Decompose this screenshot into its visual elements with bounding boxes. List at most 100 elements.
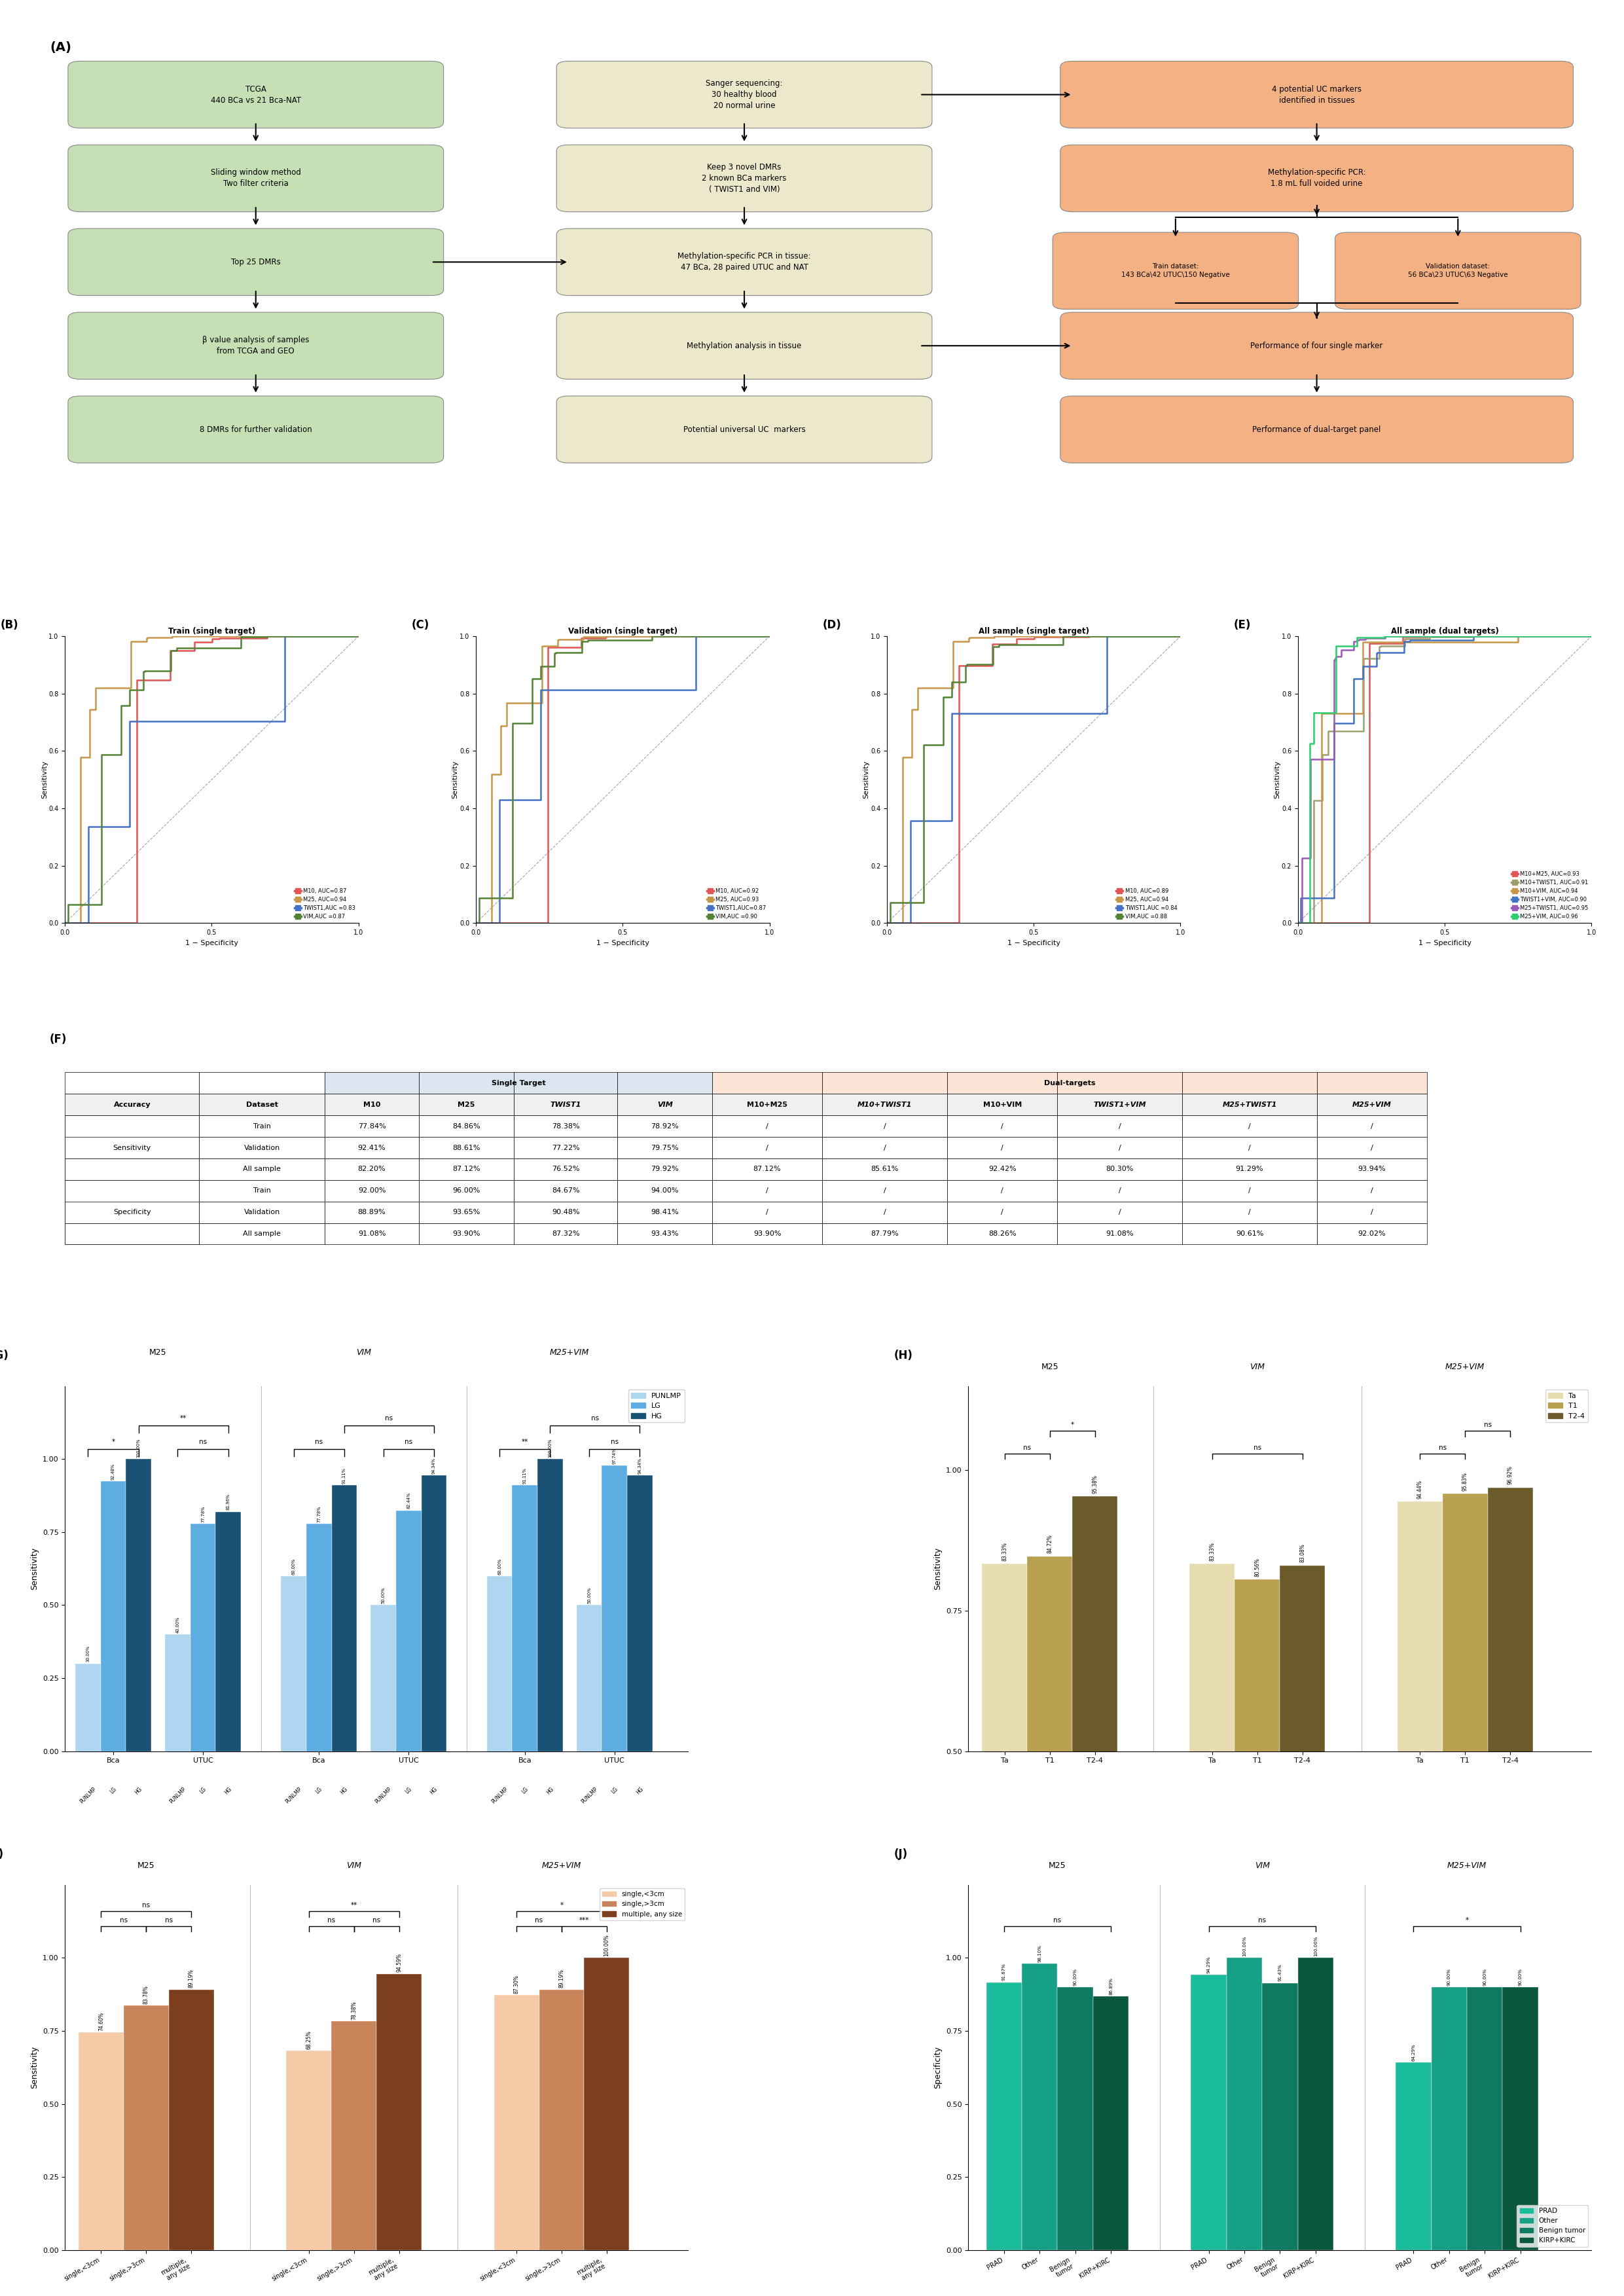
Text: M25+VIM: M25+VIM [542, 1862, 581, 1871]
Bar [1182, 1137, 1317, 1159]
Text: 30.00%: 30.00% [86, 1646, 89, 1662]
Text: ns: ns [1259, 1917, 1267, 1924]
Bar [200, 1180, 325, 1201]
Text: /: / [1119, 1187, 1121, 1194]
Text: Sanger sequencing:
30 healthy blood
20 normal urine: Sanger sequencing: 30 healthy blood 20 n… [706, 80, 783, 110]
Text: 92.00%: 92.00% [357, 1187, 387, 1194]
Bar [200, 1137, 325, 1159]
Bar [487, 1575, 512, 1752]
Bar [585, 1958, 630, 2250]
Bar [127, 1458, 151, 1752]
Text: 78.38%: 78.38% [351, 2000, 357, 2020]
Text: 94.29%: 94.29% [1207, 1956, 1212, 1972]
Text: ***: *** [580, 1917, 590, 1924]
Text: 77.78%: 77.78% [317, 1506, 322, 1522]
FancyBboxPatch shape [557, 312, 932, 379]
Text: ns: ns [315, 1440, 323, 1444]
Bar [325, 1180, 419, 1201]
Title: Validation (single target): Validation (single target) [568, 627, 677, 636]
Text: 76.52%: 76.52% [552, 1166, 580, 1173]
Text: *: * [112, 1440, 115, 1444]
Legend: M10+M25, AUC=0.93, M10+TWIST1, AUC=0.91, M10+VIM, AUC=0.94, TWIST1+VIM, AUC=0.90: M10+M25, AUC=0.93, M10+TWIST1, AUC=0.91,… [1509, 868, 1590, 923]
Text: LG: LG [109, 1786, 117, 1795]
Text: Validation dataset:
56 BCa\23 UTUC\63 Negative: Validation dataset: 56 BCa\23 UTUC\63 Ne… [1408, 264, 1509, 278]
Bar [713, 1116, 822, 1137]
Bar [65, 1116, 200, 1137]
Bar [1182, 1201, 1317, 1224]
Text: 97.74%: 97.74% [612, 1446, 617, 1465]
Text: 87.79%: 87.79% [870, 1231, 898, 1238]
Text: Single Target: Single Target [492, 1079, 546, 1086]
Text: M25+VIM: M25+VIM [551, 1348, 590, 1357]
Text: 78.38%: 78.38% [552, 1123, 580, 1130]
Text: PUNLMP: PUNLMP [580, 1786, 599, 1805]
Text: 90.00%: 90.00% [1447, 1968, 1452, 1986]
Text: 83.33%: 83.33% [1210, 1543, 1215, 1561]
Text: 100.00%: 100.00% [1242, 1936, 1246, 1956]
Bar [513, 1201, 617, 1224]
FancyBboxPatch shape [557, 145, 932, 211]
Y-axis label: Sensitivity: Sensitivity [451, 760, 458, 799]
Text: 79.75%: 79.75% [651, 1143, 679, 1150]
Bar [1317, 1093, 1426, 1116]
Text: HG: HG [546, 1786, 555, 1795]
Bar [419, 1159, 513, 1180]
Bar [617, 1159, 713, 1180]
Bar [1021, 1963, 1057, 2250]
FancyBboxPatch shape [68, 395, 443, 464]
Bar [78, 2032, 123, 2250]
Bar [947, 1116, 1057, 1137]
Legend: PUNLMP, LG, HG: PUNLMP, LG, HG [628, 1389, 684, 1421]
Text: /: / [1371, 1123, 1372, 1130]
Text: /: / [1000, 1210, 1004, 1215]
Text: **: ** [521, 1440, 528, 1444]
Text: (B): (B) [0, 620, 18, 631]
FancyBboxPatch shape [1060, 395, 1574, 464]
Text: VIM: VIM [658, 1102, 672, 1109]
Bar [986, 1981, 1021, 2250]
Text: ns: ns [591, 1414, 599, 1421]
Text: 91.67%: 91.67% [1002, 1963, 1005, 1981]
Bar [200, 1093, 325, 1116]
Bar [1057, 1986, 1093, 2250]
Bar [603, 1465, 627, 1752]
Bar [65, 1137, 200, 1159]
Bar [713, 1137, 822, 1159]
Bar [1057, 1201, 1182, 1224]
Text: 92.42%: 92.42% [989, 1166, 1017, 1173]
Bar [1317, 1072, 1426, 1093]
Bar [617, 1116, 713, 1137]
Text: HG: HG [224, 1786, 232, 1795]
Text: 98.10%: 98.10% [1038, 1945, 1041, 1963]
Bar [65, 1093, 200, 1116]
Bar [1057, 1093, 1182, 1116]
Bar [1026, 1557, 1072, 2032]
X-axis label: 1 − Specificity: 1 − Specificity [1418, 939, 1471, 946]
Text: 68.25%: 68.25% [305, 2030, 312, 2048]
Text: 84.67%: 84.67% [552, 1187, 580, 1194]
Text: 60.00%: 60.00% [497, 1557, 502, 1575]
Text: Validation: Validation [244, 1143, 279, 1150]
Bar [1317, 1159, 1426, 1180]
Text: **: ** [351, 1901, 357, 1908]
Text: All sample: All sample [244, 1231, 281, 1238]
Text: ns: ns [1054, 1917, 1062, 1924]
Text: 95.83%: 95.83% [1462, 1472, 1468, 1490]
Bar [1395, 2062, 1431, 2250]
Bar [983, 1564, 1026, 2032]
Bar [216, 1511, 240, 1752]
Bar [65, 1072, 200, 1093]
Text: M25: M25 [458, 1102, 476, 1109]
Text: 92.48%: 92.48% [112, 1463, 115, 1479]
Bar [617, 1180, 713, 1201]
Text: /: / [883, 1123, 887, 1130]
Text: (D): (D) [822, 620, 841, 631]
Bar [1226, 1958, 1262, 2250]
Bar [617, 1093, 713, 1116]
Bar [419, 1137, 513, 1159]
Text: /: / [1249, 1210, 1250, 1215]
Bar [947, 1224, 1057, 1244]
Text: Train dataset:
143 BCa\42 UTUC\150 Negative: Train dataset: 143 BCa\42 UTUC\150 Negat… [1121, 264, 1229, 278]
Bar [331, 1486, 357, 1752]
Text: 77.78%: 77.78% [201, 1506, 205, 1522]
